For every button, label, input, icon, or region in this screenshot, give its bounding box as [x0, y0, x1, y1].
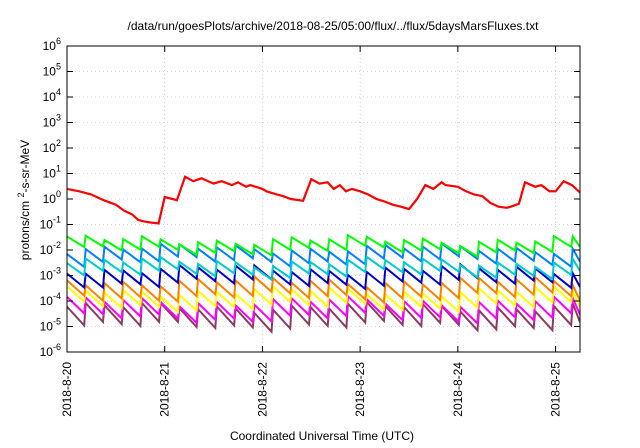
y-axis-label-unit: protons/cm — [18, 201, 32, 260]
x-axis-label: Coordinated Universal Time (UTC) — [230, 429, 414, 443]
y-tick-label: 10-6 — [40, 342, 61, 359]
y-tick-label: 105 — [43, 62, 61, 79]
x-axis-ticks: 2018-8-20 2018-8-21 2018-8-22 2018-8-23 2018… — [60, 46, 563, 417]
x-tick-label: 2018-8-22 — [255, 362, 269, 417]
x-tick-label: 2018-8-24 — [451, 362, 465, 417]
x-tick-label: 2018-8-25 — [549, 362, 563, 417]
series-line — [67, 233, 580, 259]
data-series — [67, 175, 580, 335]
y-tick-label: 103 — [43, 113, 61, 130]
y-tick-label: 106 — [43, 36, 61, 53]
gridlines — [67, 46, 580, 352]
y-tick-label: 10-1 — [40, 215, 61, 232]
series-line — [67, 241, 580, 269]
x-tick-label: 2018-8-20 — [60, 362, 74, 417]
x-tick-label: 2018-8-23 — [353, 362, 367, 417]
x-tick-label: 2018-8-21 — [158, 362, 172, 417]
y-tick-label: 104 — [43, 87, 61, 104]
series-line — [67, 255, 580, 282]
y-tick-label: 100 — [43, 189, 61, 206]
series-line — [67, 274, 580, 305]
y-tick-label: 10-4 — [40, 291, 61, 308]
chart-title: /data/run/goesPlots/archive/2018-08-25/0… — [128, 19, 540, 33]
y-axis-label: protons/cm 2-s-sr-MeV — [16, 140, 32, 260]
y-tick-label: 102 — [43, 138, 61, 155]
y-tick-label: 10-3 — [40, 266, 61, 283]
series-line — [67, 293, 580, 326]
y-tick-label: 101 — [43, 164, 61, 181]
y-tick-label: 10-2 — [40, 240, 61, 257]
y-axis-ticks: 10-6 10-5 10-4 10-3 10-2 10-1 100 101 102 103 104 1… — [40, 36, 580, 359]
y-tick-label: 10-5 — [40, 317, 61, 334]
series-line — [67, 175, 580, 225]
